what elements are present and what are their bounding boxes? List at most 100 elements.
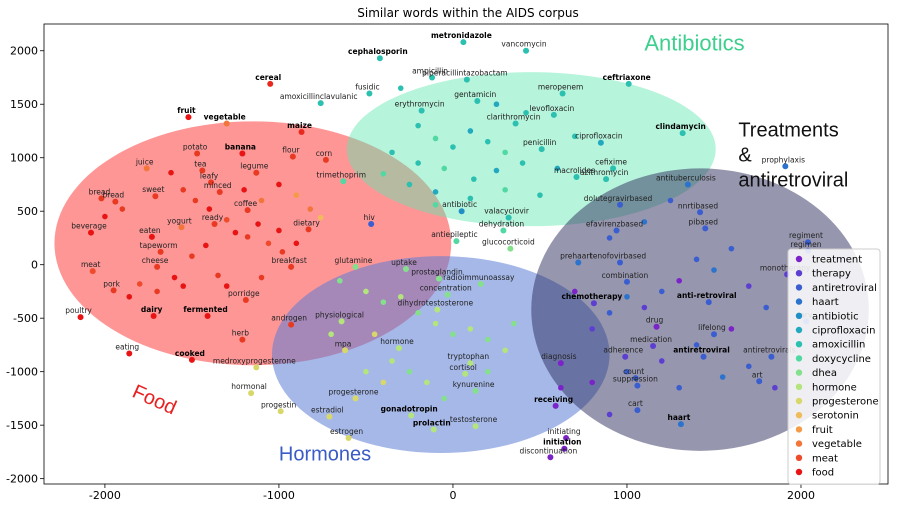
x-tick-label: 1000 [613, 489, 641, 502]
legend-marker [795, 412, 803, 419]
scatter-point [590, 300, 597, 307]
scatter-point [641, 219, 648, 225]
point-label: porridge [228, 289, 260, 298]
scatter-point [352, 263, 359, 270]
x-tick-label: 2000 [787, 489, 815, 502]
scatter-point [622, 353, 629, 360]
scatter-point [276, 181, 282, 188]
point-label: receiving [534, 395, 573, 404]
scatter-point [460, 39, 467, 46]
scatter-point [782, 163, 789, 170]
scatter-point [143, 165, 150, 172]
scatter-point [185, 114, 192, 121]
scatter-point [500, 227, 507, 234]
point-label: chemotherapy [561, 292, 622, 301]
scatter-point [89, 268, 96, 275]
point-label: bread [103, 191, 125, 200]
legend-label: therapy [812, 269, 851, 280]
scatter-point [547, 454, 554, 461]
point-label: clarithromycin [487, 112, 541, 121]
scatter-point [424, 379, 430, 386]
scatter-point [279, 249, 286, 255]
y-tick-label: 0 [31, 259, 38, 272]
scatter-point [617, 201, 624, 208]
y-tick-label: 2000 [10, 45, 38, 58]
y-tick-label: 1500 [10, 98, 38, 111]
scatter-point [472, 423, 479, 430]
point-label: herb [232, 329, 249, 338]
point-label: breakfast [271, 256, 306, 265]
scatter-point [415, 122, 421, 129]
scatter-point [667, 197, 674, 204]
point-label: poultry [65, 306, 92, 315]
scatter-point [326, 413, 333, 420]
point-label: radioimmunoassay [443, 273, 515, 282]
cluster-region-2 [271, 256, 610, 453]
scatter-point [624, 368, 630, 375]
scatter-point [484, 336, 491, 343]
scatter-point [705, 299, 712, 306]
scatter-point [288, 263, 295, 270]
point-label: banana [225, 142, 256, 151]
scatter-point [710, 331, 717, 338]
point-label: vancomycin [501, 40, 546, 49]
legend-label: hormone [812, 382, 857, 393]
scatter-point [430, 426, 437, 433]
scatter-point [589, 379, 595, 386]
point-label: pibased [689, 217, 719, 226]
scatter-point [87, 229, 94, 236]
scatter-point [340, 178, 347, 185]
scatter-point [573, 173, 580, 180]
plot-frame [43, 23, 889, 485]
point-label: combination [602, 271, 649, 280]
scatter-point [244, 234, 251, 240]
point-label: ready [202, 213, 224, 222]
x-tick-label: -2000 [89, 489, 121, 502]
scatter-point [376, 55, 383, 62]
legend-marker [795, 355, 803, 362]
scatter-point [519, 160, 526, 166]
legend-label: fruit [812, 425, 833, 436]
scatter-point [719, 374, 726, 380]
point-label: cooked [175, 349, 205, 358]
scatter-point [505, 214, 512, 221]
legend-marker [795, 468, 803, 476]
scatter-point [658, 358, 665, 364]
point-label: prehaart [560, 252, 592, 261]
scatter-point [772, 384, 778, 391]
scatter-point [677, 421, 684, 428]
point-label: dihydrotestosterone [397, 299, 473, 308]
scatter-point [199, 167, 206, 174]
point-label: fusidic [355, 83, 379, 92]
x-tick-label: -1000 [263, 489, 295, 502]
scatter-point [756, 378, 763, 385]
point-label: tenofovirbased [590, 252, 647, 261]
scatter-point [432, 189, 439, 195]
legend-box [787, 248, 881, 485]
scatter-point [223, 120, 230, 127]
point-label: sweet [142, 185, 164, 194]
point-label: dolutegravirbased [584, 194, 653, 203]
scatter-point [512, 120, 519, 127]
scatter-point [242, 297, 249, 303]
scatter-point [317, 214, 324, 221]
scatter-point [253, 364, 260, 371]
point-label: progestin [261, 400, 297, 409]
point-label: cortisol [449, 363, 476, 372]
point-label: adherence [603, 346, 643, 355]
point-label: uptake [391, 258, 417, 267]
scatter-point [203, 242, 209, 249]
scatter-point [538, 146, 545, 153]
legend-marker [795, 341, 803, 348]
point-label: legume [240, 162, 269, 171]
scatter-point [511, 320, 517, 327]
scatter-point [467, 360, 474, 367]
scatter-point [484, 138, 491, 145]
filler-points [102, 85, 778, 418]
scatter-point [537, 192, 543, 198]
scatter-point [606, 235, 613, 241]
point-label: macrolides [554, 166, 595, 175]
scatter-point [204, 313, 211, 320]
scatter-point [558, 384, 564, 391]
